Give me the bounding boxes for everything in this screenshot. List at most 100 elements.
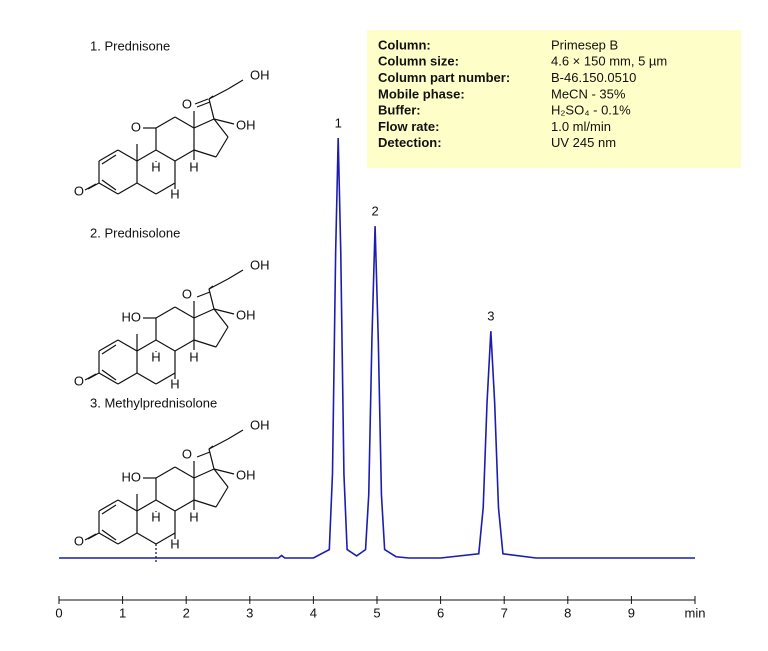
x-tick-label: 1 [119, 605, 126, 620]
bond [193, 468, 215, 479]
bond [117, 339, 138, 352]
bond [117, 149, 138, 162]
x-tick-label: 5 [373, 605, 380, 620]
bond [193, 339, 217, 348]
conditions-box [367, 30, 741, 168]
peak-label: 1 [335, 115, 342, 130]
atom-label: H [170, 186, 179, 201]
atom-label: H [189, 159, 198, 174]
atom-label: H [151, 159, 160, 174]
bond [101, 344, 117, 355]
bond [155, 116, 176, 129]
compound-name: 1. Prednisone [90, 38, 170, 53]
peak-label: 3 [487, 309, 494, 324]
condition-key: Buffer: [378, 103, 421, 118]
condition-value: B-46.150.0510 [551, 70, 636, 85]
atom-label: O [131, 119, 141, 134]
bond [174, 466, 195, 479]
bond [98, 182, 119, 195]
condition-key: Column: [378, 37, 431, 52]
bond [155, 532, 176, 545]
condition-key: Column size: [378, 54, 459, 69]
bond [208, 88, 229, 100]
bond [174, 116, 195, 129]
bond [155, 306, 176, 319]
bond [213, 308, 229, 328]
atom-label: H [189, 509, 198, 524]
bond [174, 149, 195, 162]
bond [155, 339, 176, 352]
atom-label: OH [250, 257, 270, 272]
atom-label: O [182, 286, 192, 301]
atom-label: OH [236, 117, 256, 132]
atom-label: O [74, 533, 84, 548]
atom-label: O [74, 373, 84, 388]
bond [84, 373, 97, 381]
condition-key: Detection: [378, 135, 442, 150]
atom-label: H [189, 349, 198, 364]
bond [213, 468, 235, 475]
x-tick-label: 9 [628, 605, 635, 620]
bond [174, 339, 195, 352]
bond [196, 291, 211, 298]
x-tick-label: 2 [183, 605, 190, 620]
bond [136, 372, 157, 385]
condition-key: Column part number: [378, 70, 510, 85]
bond [155, 499, 176, 512]
bond [193, 149, 217, 158]
bond [208, 278, 229, 290]
x-tick-label: 7 [501, 605, 508, 620]
bond [208, 438, 229, 450]
condition-value: Primesep B [551, 37, 618, 52]
bond [196, 451, 211, 458]
bond [193, 499, 217, 508]
bond [194, 98, 209, 105]
bond [155, 466, 176, 479]
compound-name: 2. Prednisolone [90, 225, 180, 240]
bond [98, 339, 119, 352]
x-tick-label: min [685, 605, 706, 620]
bond [227, 269, 244, 280]
bond [98, 532, 119, 545]
atom-label: OH [250, 417, 270, 432]
bond [117, 499, 138, 512]
bond [227, 429, 244, 440]
atom-label: H [170, 376, 179, 391]
atom-label: O [74, 183, 84, 198]
bond [98, 499, 119, 512]
bond [174, 499, 195, 512]
bond [227, 79, 244, 90]
compound-name: 3. Methylprednisolone [90, 395, 217, 410]
bond [136, 339, 157, 352]
x-tick-label: 4 [310, 605, 317, 620]
bond [213, 308, 235, 315]
condition-key: Mobile phase: [378, 86, 465, 101]
bond [136, 182, 157, 195]
bond [136, 149, 157, 162]
bond [193, 308, 215, 319]
bond [98, 372, 119, 385]
bond [155, 182, 176, 195]
bond [213, 118, 235, 125]
atom-label: O [182, 96, 192, 111]
x-tick-label: 3 [246, 605, 253, 620]
bond [136, 499, 157, 512]
bond [136, 532, 157, 545]
atom-label: HO [122, 469, 142, 484]
bond [215, 486, 229, 508]
peak-label: 2 [371, 204, 378, 219]
atom-label: H [151, 349, 160, 364]
bond [98, 149, 119, 162]
bond [155, 372, 176, 385]
bond [117, 372, 138, 385]
bond [84, 183, 97, 191]
bond [101, 369, 117, 381]
bond [117, 182, 138, 195]
atom-label: O [182, 446, 192, 461]
x-tick-label: 8 [564, 605, 571, 620]
bond [101, 154, 117, 165]
